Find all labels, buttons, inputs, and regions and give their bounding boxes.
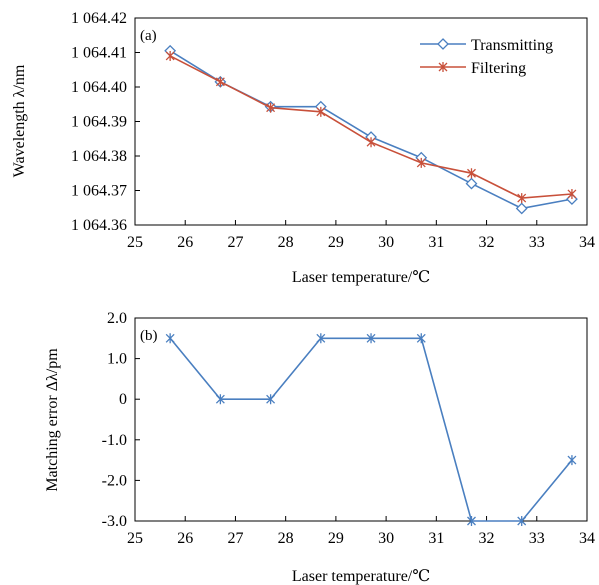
legend-marker-transmitting [437, 38, 449, 50]
x-tick-label-a: 27 [227, 234, 243, 251]
x-tick-label-a: 33 [529, 234, 545, 251]
data-point-a-1 [366, 137, 376, 148]
x-tick-label-b: 26 [177, 530, 193, 547]
y-tick-label-a: 1 064.42 [71, 10, 127, 27]
data-point-b-0 [316, 333, 326, 344]
y-axis-label-b: Matching error Δλ/pm [44, 348, 61, 492]
data-point-b-0 [366, 333, 376, 344]
data-point-a-1 [567, 188, 577, 199]
y-axis-label-a: Wavelength λ/nm [11, 64, 28, 177]
data-point-b-0 [517, 516, 527, 526]
x-tick-label-a: 28 [278, 234, 294, 251]
data-point-a-1 [517, 193, 527, 204]
series-line-b-0 [169, 337, 573, 522]
x-tick-label-b: 29 [328, 530, 344, 547]
y-tick-label-b: 1.0 [107, 351, 127, 368]
plot-frame-b [134, 317, 588, 522]
y-tick-label-b: 2.0 [107, 310, 127, 327]
x-axis-label-a: Laser temperature/℃ [292, 269, 430, 286]
x-tick-label-a: 34 [579, 234, 595, 251]
x-tick-label-a: 29 [328, 234, 344, 251]
x-tick-label-b: 34 [579, 530, 595, 547]
x-axis-label-b: Laser temperature/℃ [292, 568, 430, 585]
x-tick-label-a: 31 [428, 234, 444, 251]
x-tick-label-a: 32 [479, 234, 495, 251]
legend-label-transmitting: Transmitting [471, 37, 553, 54]
y-tick-label-a: 1 064.41 [71, 45, 127, 62]
data-point-a-0 [515, 202, 528, 215]
data-point-a-1 [215, 76, 225, 87]
x-tick-label-b: 27 [227, 530, 243, 547]
data-point-a-1 [416, 157, 426, 168]
x-tick-label-a: 26 [177, 234, 193, 251]
panel-label-a: (a) [140, 28, 157, 44]
y-tick-label-b: 0 [119, 391, 127, 408]
legend-marker-filtering [438, 62, 448, 72]
series-line-a-1 [169, 55, 572, 199]
data-point-b-0 [215, 394, 225, 405]
x-tick-label-b: 25 [127, 530, 143, 547]
legend-label-filtering: Filtering [471, 60, 526, 77]
chart-panel-b: (b) Laser temperature/℃ Matching error Δ… [44, 310, 595, 585]
y-tick-label-b: -2.0 [102, 472, 127, 489]
y-tick-label-a: 1 064.38 [71, 148, 127, 165]
y-tick-label-a: 1 064.39 [71, 114, 127, 131]
data-point-b-0 [266, 394, 276, 405]
y-tick-label-a: 1 064.40 [71, 79, 127, 96]
data-point-a-1 [165, 50, 175, 61]
x-tick-label-b: 28 [278, 530, 294, 547]
data-point-a-1 [467, 168, 476, 179]
data-point-b-0 [416, 333, 426, 344]
x-tick-label-a: 25 [127, 234, 143, 251]
x-tick-label-b: 32 [479, 530, 495, 547]
x-tick-label-a: 30 [378, 234, 394, 251]
legend: Transmitting Filtering [420, 37, 553, 77]
x-tick-label-b: 30 [378, 530, 394, 547]
y-tick-label-a: 1 064.37 [71, 183, 127, 200]
data-point-b-0 [165, 333, 175, 344]
y-tick-label-b: -1.0 [102, 432, 127, 449]
data-point-a-1 [266, 102, 276, 113]
x-tick-label-b: 33 [529, 530, 545, 547]
data-point-b-0 [467, 516, 476, 526]
data-point-a-0 [465, 177, 478, 190]
data-point-b-0 [567, 455, 577, 466]
panel-label-b: (b) [140, 328, 158, 344]
y-tick-label-b: -3.0 [102, 513, 127, 530]
y-tick-label-a: 1 064.36 [71, 217, 127, 234]
x-tick-label-b: 31 [428, 530, 444, 547]
chart-panel-a: (a) Laser temperature/℃ Wavelength λ/nm … [11, 10, 595, 286]
data-point-a-1 [316, 106, 326, 117]
